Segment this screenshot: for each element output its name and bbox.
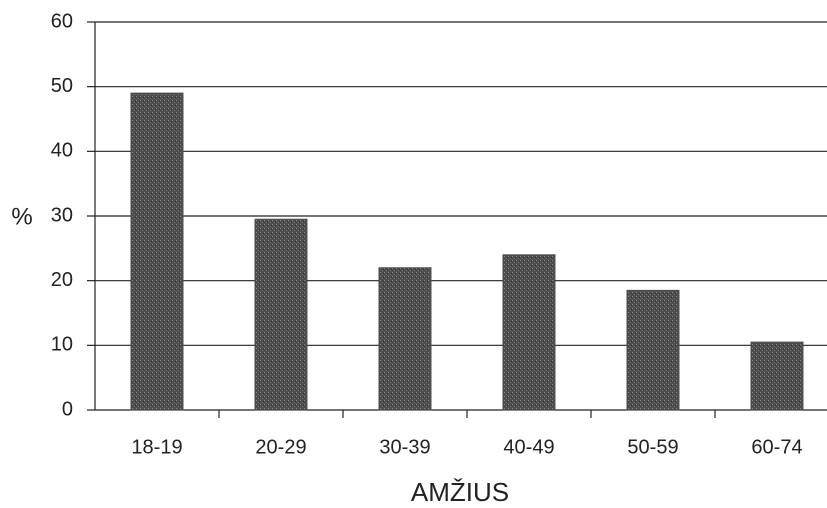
x-tick-label: 50-59 — [627, 436, 678, 458]
y-tick-label: 20 — [51, 269, 73, 291]
bar — [750, 341, 804, 411]
y-tick-label: 50 — [51, 75, 73, 97]
bar — [626, 289, 680, 411]
bar — [378, 267, 432, 411]
y-tick-label: 40 — [51, 140, 73, 162]
x-tick-label: 20-29 — [255, 436, 306, 458]
y-tick-label: 0 — [62, 398, 73, 420]
x-axis-label: AMŽIUS — [411, 477, 509, 507]
bar — [130, 92, 184, 411]
bar — [502, 254, 556, 411]
x-tick-label: 30-39 — [379, 436, 430, 458]
x-tick-label: 60-74 — [751, 436, 802, 458]
x-tick-label: 40-49 — [503, 436, 554, 458]
y-tick-label: 30 — [51, 204, 73, 226]
y-axis-label: % — [11, 203, 32, 230]
y-tick-label: 60 — [51, 10, 73, 32]
bar — [254, 218, 308, 411]
x-tick-label: 18-19 — [131, 436, 182, 458]
y-tick-label: 10 — [51, 334, 73, 356]
